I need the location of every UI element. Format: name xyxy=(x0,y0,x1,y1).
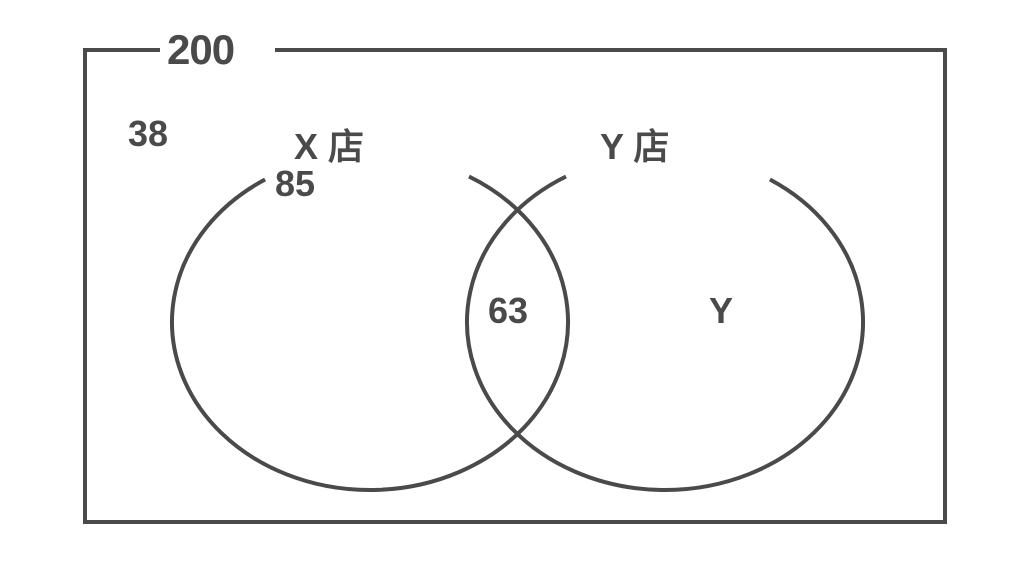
circle-right-title: Y 店 xyxy=(600,118,669,170)
venn-diagram-container: 200 38 X 店 85 Y 店 63 Y xyxy=(0,0,1024,569)
venn-svg xyxy=(0,0,1024,569)
outside-left-label: 38 xyxy=(128,113,168,155)
intersection-label: 63 xyxy=(488,290,528,332)
only-left-label: 85 xyxy=(275,163,315,205)
venn-circles xyxy=(172,177,863,490)
only-right-label: Y xyxy=(709,290,733,332)
circle-right xyxy=(467,177,863,490)
frame-border xyxy=(85,50,945,522)
circle-left xyxy=(172,177,568,490)
